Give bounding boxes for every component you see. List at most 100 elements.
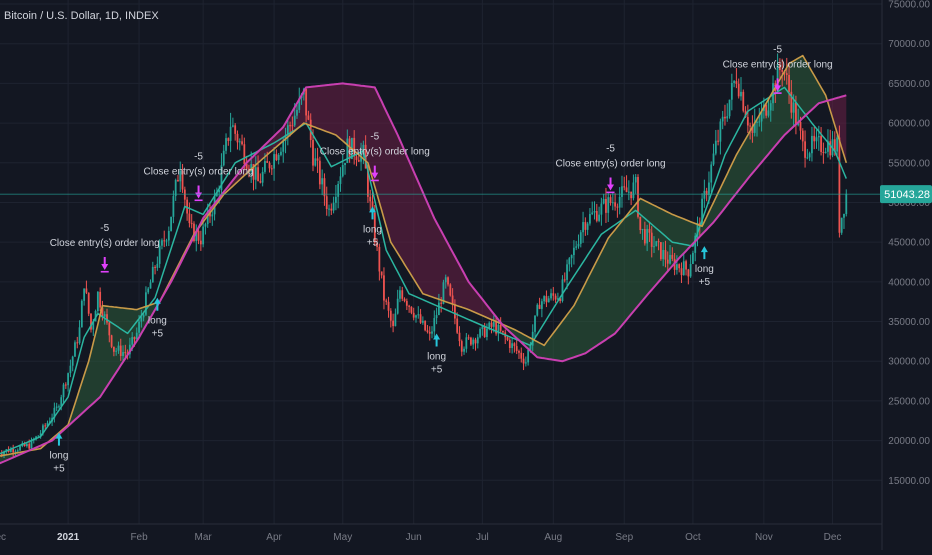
price-tick-label: 65000.00 <box>888 79 930 90</box>
close-signal-qty: -5 <box>773 44 782 55</box>
candle <box>111 335 113 348</box>
candle-body <box>649 229 651 233</box>
candle <box>225 133 227 154</box>
candle <box>591 202 593 215</box>
candle-body <box>548 298 550 302</box>
candle-body <box>642 229 644 230</box>
candle-body <box>514 343 516 346</box>
candle-body <box>633 182 635 198</box>
candle-body <box>449 284 451 295</box>
candle <box>227 137 229 145</box>
candle <box>726 103 728 122</box>
candle <box>479 327 481 338</box>
candle-body <box>56 407 58 408</box>
candle-body <box>150 282 152 288</box>
candle-body <box>388 302 390 311</box>
time-tick-label: Jul <box>476 532 489 543</box>
candle-body <box>113 347 115 352</box>
candle <box>607 193 609 222</box>
candle-body <box>543 296 545 301</box>
time-tick-label: Dec <box>824 532 842 543</box>
time-tick-label: May <box>333 532 352 543</box>
candle-body <box>621 186 623 197</box>
candle <box>619 187 621 214</box>
candle-body <box>259 181 261 182</box>
candle <box>388 297 390 318</box>
candle-body <box>539 305 541 309</box>
candle <box>475 338 477 351</box>
candle-body <box>472 340 474 345</box>
candle-body <box>793 103 795 113</box>
bear-cloud <box>196 83 500 323</box>
candle-body <box>312 140 314 166</box>
candle-body <box>308 115 310 119</box>
time-tick-label: Nov <box>755 532 773 543</box>
candle-body <box>358 160 360 162</box>
long-signal-qty: +5 <box>367 237 379 248</box>
candle-body <box>177 180 179 181</box>
candle <box>623 177 625 191</box>
candle-body <box>381 271 383 275</box>
long-signal-label: long <box>363 224 382 235</box>
candle-body <box>134 337 136 339</box>
candle <box>541 299 543 318</box>
candle <box>514 342 516 352</box>
candle-body <box>566 264 568 280</box>
candle-body <box>230 127 232 141</box>
candle-body <box>729 100 731 117</box>
candle <box>427 325 429 333</box>
candle-body <box>788 75 790 92</box>
close-bar <box>101 271 109 273</box>
candle <box>568 257 570 271</box>
candle-body <box>724 117 726 119</box>
candle <box>703 180 705 208</box>
candle-body <box>722 117 724 122</box>
long-signal-qty: +5 <box>53 464 65 475</box>
candle-body <box>58 406 60 407</box>
candle-body <box>516 346 518 351</box>
close-bar <box>371 180 379 182</box>
candle <box>587 222 589 235</box>
candle <box>509 338 511 353</box>
candle-body <box>431 331 433 333</box>
candle <box>594 201 596 219</box>
candle-body <box>685 261 687 269</box>
candle <box>472 337 474 349</box>
candle-body <box>459 333 461 341</box>
candle <box>230 113 232 152</box>
close-signal-label: Close entry(s) order long <box>556 159 666 170</box>
candle-body <box>392 321 394 326</box>
candle-body <box>408 306 410 307</box>
candle-body <box>468 337 470 338</box>
candle-body <box>623 186 625 187</box>
candle-body <box>417 314 419 315</box>
candle <box>401 287 403 301</box>
close-signal-qty: -5 <box>100 223 109 234</box>
candle <box>189 203 191 228</box>
candle <box>168 226 170 246</box>
price-tick-label: 20000.00 <box>888 436 930 447</box>
candle-body <box>575 246 577 247</box>
candle <box>523 353 525 370</box>
candle <box>328 205 330 217</box>
candle-body <box>452 296 454 305</box>
price-tick-label: 55000.00 <box>888 158 930 169</box>
candle-body <box>484 326 486 337</box>
candle <box>578 235 580 249</box>
candle-body <box>86 288 88 292</box>
candle <box>484 323 486 338</box>
candle <box>394 309 396 327</box>
candle-body <box>800 122 802 131</box>
candle-body <box>525 362 527 363</box>
candle <box>79 320 81 344</box>
time-tick-label: Dec <box>0 532 6 543</box>
candle-body <box>738 84 740 97</box>
close-signal-qty: -5 <box>606 144 615 155</box>
candle-body <box>713 154 715 165</box>
candle <box>543 295 545 304</box>
candle <box>459 326 461 346</box>
candle <box>511 337 513 353</box>
candle <box>717 130 719 146</box>
